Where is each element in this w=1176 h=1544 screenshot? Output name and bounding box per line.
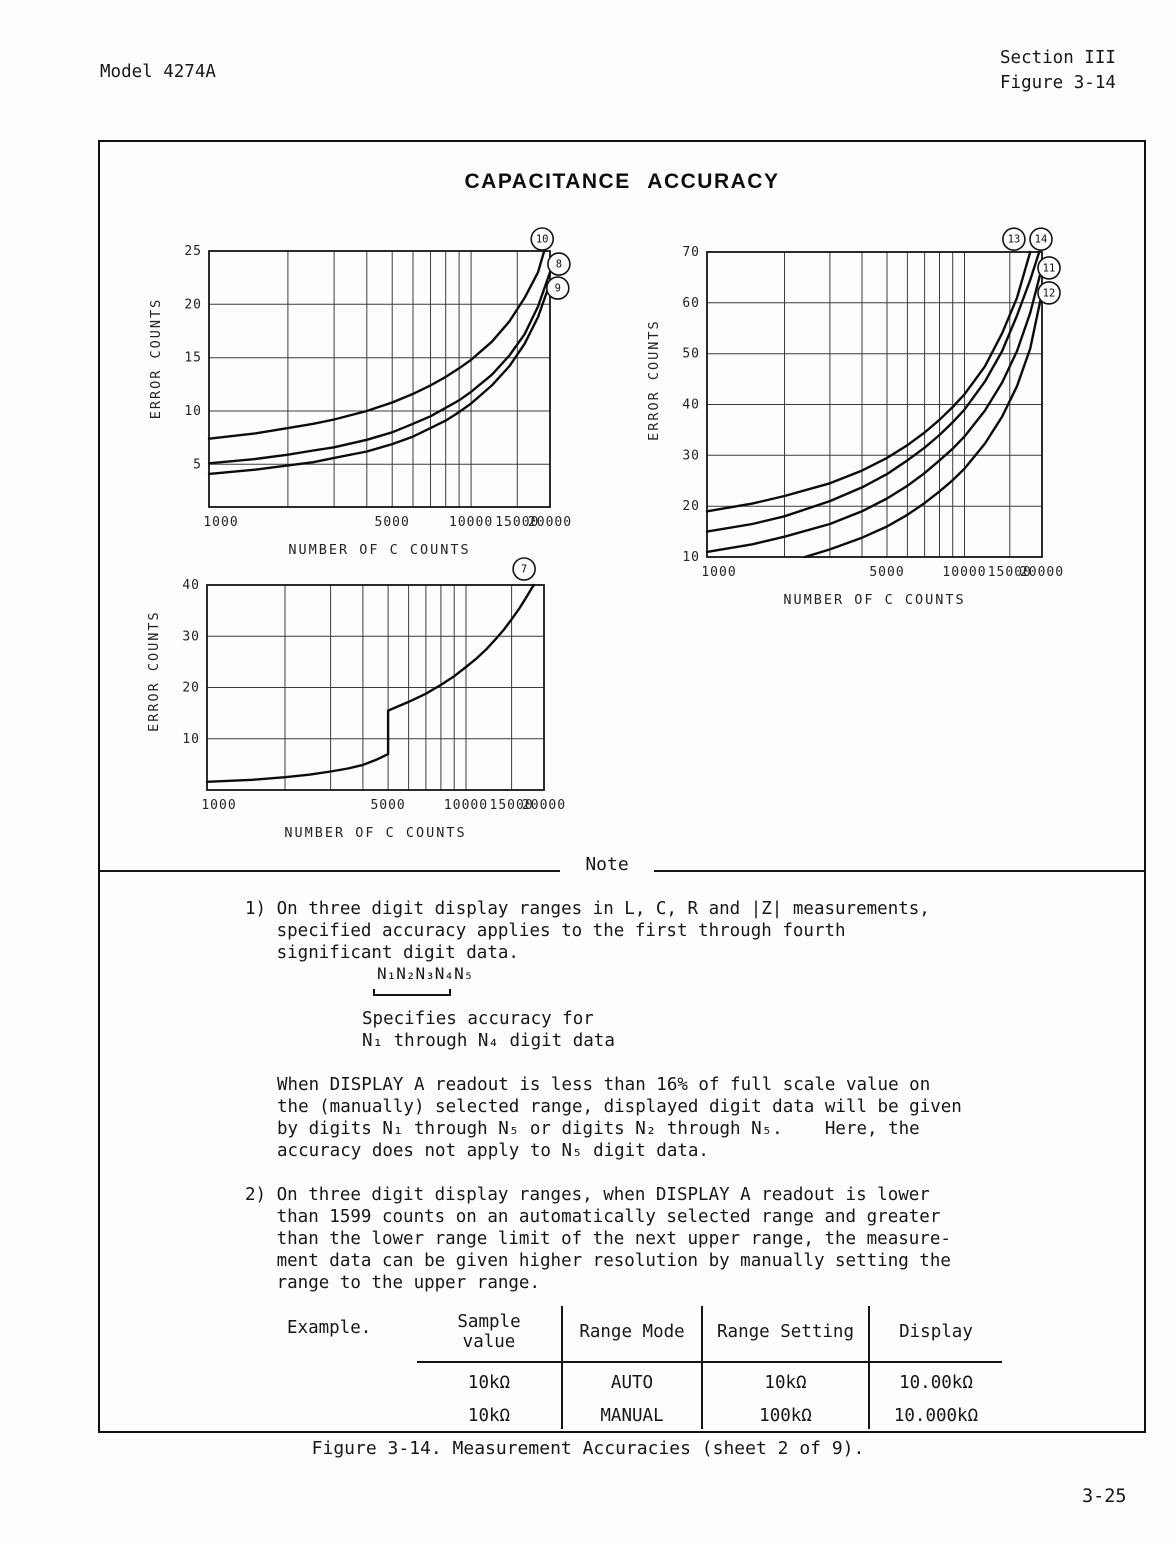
- svg-text:20000: 20000: [522, 798, 566, 813]
- svg-text:5000: 5000: [370, 798, 405, 813]
- note-line: by digits N₁ through N₅ or digits N₂ thr…: [277, 1119, 920, 1139]
- table-row: 10kΩ MANUAL 100kΩ 10.000kΩ: [417, 1396, 1002, 1429]
- svg-text:20000: 20000: [528, 515, 572, 530]
- page-number: 3-25: [1082, 1486, 1127, 1507]
- svg-text:15: 15: [184, 351, 202, 366]
- svg-text:10: 10: [182, 732, 200, 747]
- note-line: When DISPLAY A readout is less than 16% …: [277, 1075, 931, 1095]
- col-header-sample-value: Sample value: [417, 1306, 562, 1363]
- table-header-row: Sample value Range Mode Range Setting Di…: [417, 1306, 1002, 1363]
- example-label: Example.: [287, 1318, 372, 1338]
- note-item-2: 2) On three digit display ranges, when D…: [245, 1184, 951, 1294]
- note-line: accuracy does not apply to N₅ digit data…: [277, 1141, 709, 1161]
- svg-text:15000: 15000: [490, 798, 534, 813]
- svg-text:5000: 5000: [869, 565, 904, 580]
- svg-text:12: 12: [1043, 287, 1056, 299]
- cell-sample-value: 10kΩ: [467, 1373, 511, 1393]
- note-line: range to the upper range.: [245, 1273, 541, 1293]
- cell-sample-value: 10kΩ: [467, 1406, 511, 1426]
- formula-caption: Specifies accuracy for N₁ through N₄ dig…: [362, 1008, 615, 1052]
- svg-text:20: 20: [682, 499, 700, 514]
- note-line: specified accuracy applies to the first …: [245, 921, 846, 941]
- svg-text:ERROR COUNTS: ERROR COUNTS: [146, 610, 162, 732]
- figure-box: CAPACITANCE ACCURACY 5 10 15 20 25 1000 5000 10…: [98, 140, 1146, 1433]
- svg-text:7: 7: [521, 564, 527, 576]
- svg-text:1000: 1000: [201, 798, 236, 813]
- svg-text:8: 8: [556, 259, 562, 271]
- section-label: Section III: [1000, 48, 1116, 68]
- svg-text:10: 10: [682, 550, 700, 565]
- svg-text:70: 70: [682, 245, 700, 260]
- svg-text:10000: 10000: [942, 565, 986, 580]
- section-header: Section III Figure 3-14: [1000, 46, 1116, 96]
- svg-text:10000: 10000: [444, 798, 488, 813]
- col-header-display: Display: [868, 1306, 1002, 1363]
- figure-ref-label: Figure 3-14: [1000, 73, 1116, 93]
- svg-text:ERROR COUNTS: ERROR COUNTS: [148, 298, 164, 420]
- cell-display: 10.00kΩ: [868, 1362, 1002, 1396]
- col-header-range-setting: Range Setting: [701, 1306, 869, 1363]
- table-row: 10kΩ AUTO 10kΩ 10.00kΩ: [417, 1362, 1002, 1396]
- svg-text:14: 14: [1035, 234, 1048, 246]
- note-line: 1) On three digit display ranges in L, C…: [245, 899, 930, 919]
- note-line: than 1599 counts on an automatically sel…: [245, 1207, 941, 1227]
- digit-formula: N₁N₂N₃N₄N₅: [377, 964, 474, 983]
- svg-text:5000: 5000: [375, 515, 410, 530]
- svg-text:11: 11: [1043, 262, 1056, 274]
- cell-range-setting: 100kΩ: [701, 1396, 869, 1429]
- figure-title: CAPACITANCE ACCURACY: [464, 170, 780, 193]
- svg-text:30: 30: [682, 448, 700, 463]
- cell-range-mode: AUTO: [561, 1362, 702, 1396]
- svg-text:10: 10: [536, 234, 549, 246]
- svg-text:20: 20: [182, 681, 200, 696]
- svg-text:1000: 1000: [203, 515, 238, 530]
- svg-text:1000: 1000: [701, 565, 736, 580]
- svg-text:25: 25: [184, 244, 202, 259]
- note-divider-left: [100, 870, 560, 872]
- svg-text:NUMBER OF C COUNTS: NUMBER OF C COUNTS: [284, 825, 466, 841]
- note-line: ment data can be given higher resolution…: [245, 1251, 951, 1271]
- note-divider-right: [654, 870, 1144, 872]
- formula-bracket: [373, 989, 451, 996]
- svg-text:40: 40: [182, 578, 200, 593]
- svg-text:10: 10: [184, 404, 202, 419]
- svg-text:5: 5: [193, 457, 202, 472]
- note-line: the (manually) selected range, displayed…: [277, 1097, 962, 1117]
- svg-text:15000: 15000: [495, 515, 539, 530]
- cell-range-mode: MANUAL: [561, 1396, 702, 1429]
- svg-text:20000: 20000: [1020, 565, 1064, 580]
- svg-text:40: 40: [682, 398, 700, 413]
- svg-text:60: 60: [682, 296, 700, 311]
- svg-text:20: 20: [184, 297, 202, 312]
- svg-text:10000: 10000: [449, 515, 493, 530]
- svg-text:NUMBER OF C COUNTS: NUMBER OF C COUNTS: [288, 542, 470, 558]
- note-line: significant digit data.: [245, 943, 519, 963]
- col-header-range-mode: Range Mode: [561, 1306, 702, 1363]
- cell-range-setting: 10kΩ: [701, 1362, 869, 1396]
- example-table: Sample value Range Mode Range Setting Di…: [417, 1306, 1002, 1429]
- svg-text:50: 50: [682, 347, 700, 362]
- note-line: 2) On three digit display ranges, when D…: [245, 1185, 930, 1205]
- svg-text:9: 9: [555, 283, 561, 295]
- note-heading: Note: [585, 854, 629, 875]
- svg-text:30: 30: [182, 629, 200, 644]
- figure-caption: Figure 3-14. Measurement Accuracies (she…: [311, 1438, 865, 1459]
- svg-text:13: 13: [1008, 234, 1021, 246]
- svg-text:ERROR COUNTS: ERROR COUNTS: [646, 319, 662, 441]
- cell-display: 10.000kΩ: [868, 1396, 1002, 1429]
- note-item-1: 1) On three digit display ranges in L, C…: [245, 898, 930, 964]
- note-line: than the lower range limit of the next u…: [245, 1229, 951, 1249]
- formula-caption-line: N₁ through N₄ digit data: [362, 1031, 615, 1051]
- svg-text:15000: 15000: [988, 565, 1032, 580]
- formula-caption-line: Specifies accuracy for: [362, 1009, 594, 1029]
- model-number: Model 4274A: [100, 62, 216, 82]
- note-paragraph-1: When DISPLAY A readout is less than 16% …: [277, 1074, 962, 1162]
- svg-text:NUMBER OF C COUNTS: NUMBER OF C COUNTS: [783, 592, 965, 608]
